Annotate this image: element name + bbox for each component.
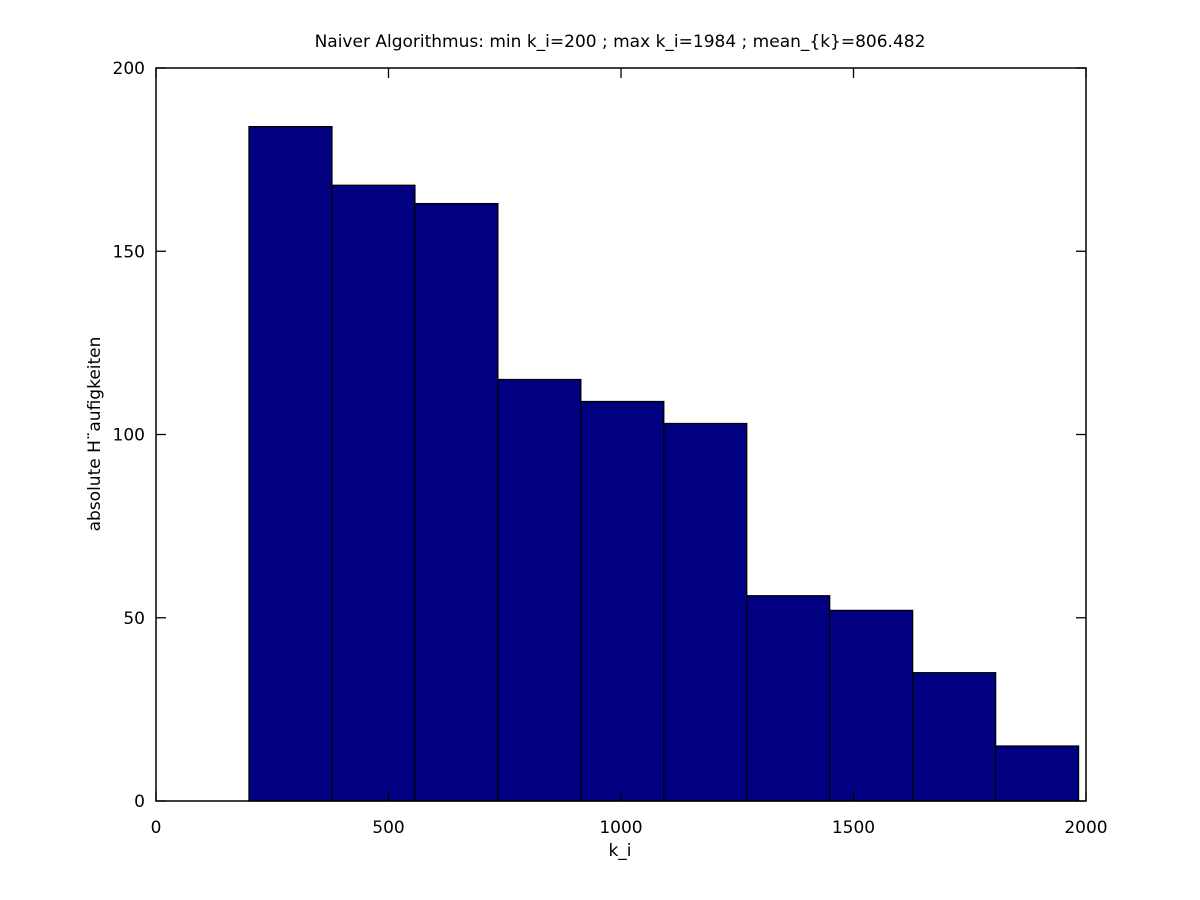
histogram-bar bbox=[580, 400, 665, 802]
x-tick-label: 2000 bbox=[1064, 818, 1107, 838]
x-tick-label: 1000 bbox=[599, 818, 642, 838]
histogram-bar bbox=[829, 609, 914, 802]
y-tick-label: 200 bbox=[113, 59, 145, 79]
bars-group bbox=[248, 125, 1080, 802]
y-tick-label: 0 bbox=[134, 792, 145, 812]
histogram-bar bbox=[248, 125, 333, 802]
x-tick-label: 0 bbox=[151, 818, 162, 838]
histogram-bar bbox=[497, 378, 582, 802]
histogram-bar bbox=[663, 422, 748, 802]
histogram-bar bbox=[911, 672, 997, 802]
y-tick-label: 150 bbox=[113, 242, 145, 262]
histogram-bar bbox=[994, 745, 1080, 802]
x-axis-label: k_i bbox=[608, 841, 631, 861]
histogram-bar bbox=[746, 595, 831, 802]
x-tick-label: 1500 bbox=[832, 818, 875, 838]
y-tick-label: 50 bbox=[123, 609, 145, 629]
x-tick-label: 500 bbox=[372, 818, 404, 838]
y-tick-label: 100 bbox=[113, 426, 145, 446]
ticks-group: 0 500 1000 1500 2000 0 50 100 150 200 bbox=[113, 59, 1108, 838]
chart-title: Naiver Algorithmus: min k_i=200 ; max k_… bbox=[315, 32, 926, 52]
histogram-bar bbox=[414, 202, 499, 802]
y-axis-label: absolute H¨aufigkeiten bbox=[85, 337, 105, 532]
histogram-bar bbox=[331, 184, 416, 802]
